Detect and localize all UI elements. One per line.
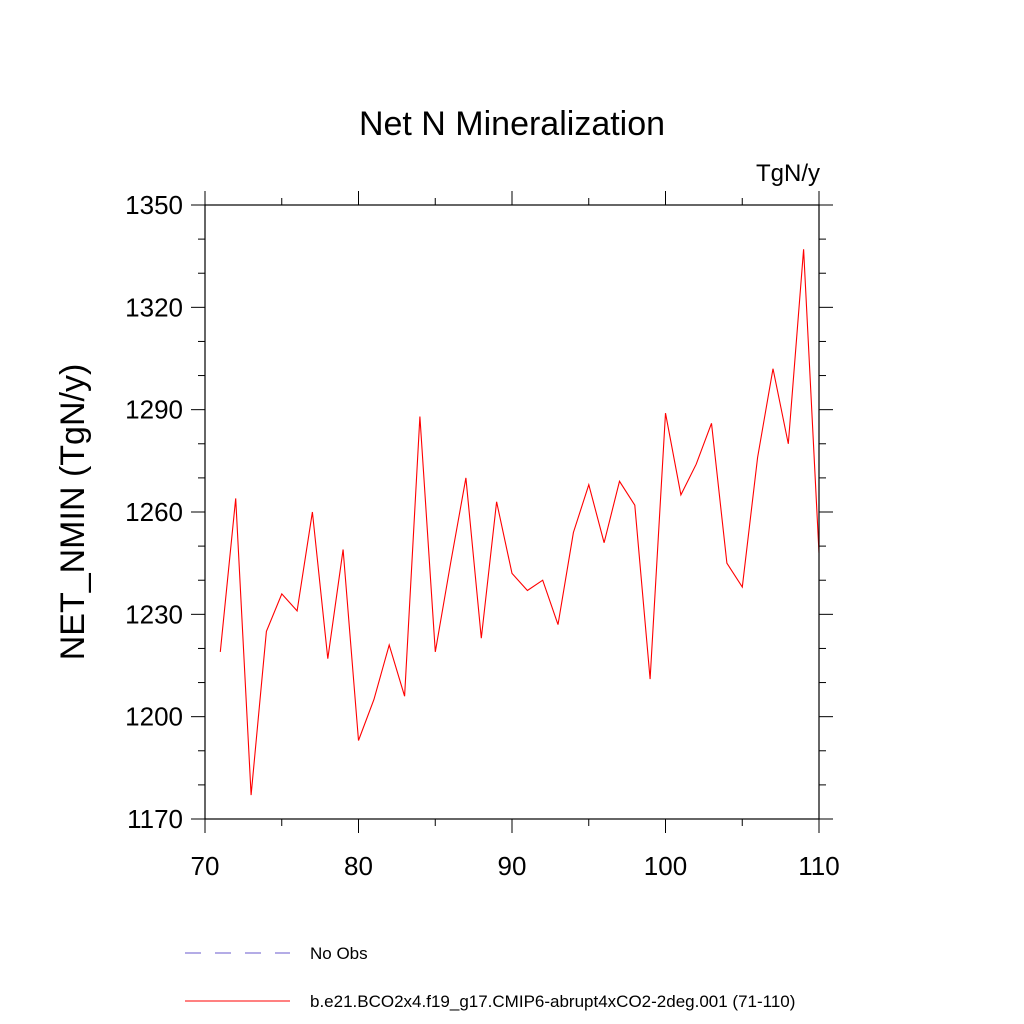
series-line (219, 249, 820, 796)
y-tick-label: 1290 (125, 395, 183, 425)
units-label: TgN/y (756, 160, 820, 187)
y-tick-label: 1350 (125, 190, 183, 220)
tick-labels: 70 80 90 100 110 1170 1200 1230 1260 1290 1320 1350 (125, 190, 840, 881)
plot-area (219, 249, 820, 796)
x-tick-label: 90 (498, 851, 527, 881)
plot-frame (204, 204, 820, 820)
legend-label-model-run: b.e21.BCO2x4.f19_g17.CMIP6-abrupt4xCO2-2… (310, 992, 795, 1011)
axis-ticks (191, 191, 833, 833)
x-tick-label: 70 (191, 851, 220, 881)
y-tick-label: 1260 (125, 497, 183, 527)
y-tick-label: 1230 (125, 599, 183, 629)
x-tick-label: 110 (798, 851, 839, 881)
legend: No Obs b.e21.BCO2x4.f19_g17.CMIP6-abrupt… (185, 944, 795, 1011)
legend-label-no-obs: No Obs (310, 944, 368, 963)
x-tick-label: 100 (644, 851, 687, 881)
y-axis-label: NET_NMIN (TgN/y) (54, 364, 92, 661)
chart-title: Net N Mineralization (359, 105, 665, 143)
y-tick-label: 1320 (125, 292, 183, 322)
y-tick-label: 1170 (127, 804, 183, 834)
y-tick-label: 1200 (125, 702, 183, 732)
x-tick-label: 80 (344, 851, 373, 881)
